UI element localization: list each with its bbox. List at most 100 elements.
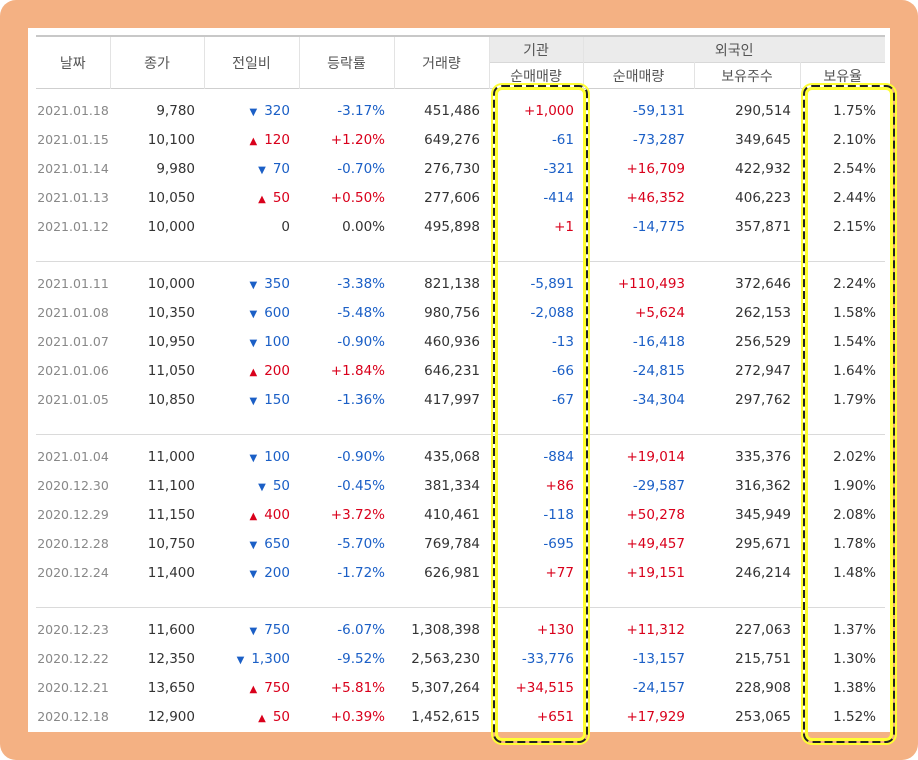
change-cell: ▼ 650 xyxy=(204,529,299,558)
foreign-net-cell: -16,418 xyxy=(632,333,685,350)
holdings-cell: 349,645 xyxy=(735,131,791,148)
change-value: 100 xyxy=(264,448,290,465)
rate-cell: -9.52% xyxy=(337,650,385,667)
change-value: 0 xyxy=(281,218,290,235)
rate-cell: -0.90% xyxy=(337,448,385,465)
table-row: 2020.12.18 12,900 ▲ 50 +0.39% 1,452,615 +651 +1… xyxy=(36,702,885,731)
ratio-cell: 2.10% xyxy=(833,131,876,148)
change-cell: ▲ 120 xyxy=(204,125,299,154)
ratio-cell: 1.78% xyxy=(833,535,876,552)
header-rate: 등락률 xyxy=(299,36,395,89)
rate-cell: +0.39% xyxy=(330,708,385,725)
change-value: 50 xyxy=(272,477,290,494)
institution-net-cell: -61 xyxy=(551,131,574,148)
volume-cell: 276,730 xyxy=(424,160,480,177)
volume-cell: 277,606 xyxy=(424,189,480,206)
institution-net-cell: -33,776 xyxy=(521,650,574,667)
table-row: 2021.01.08 10,350 ▼ 600 -5.48% 980,756 -2,088 +… xyxy=(36,298,885,327)
triangle-down-icon: ▼ xyxy=(249,452,258,464)
volume-cell: 435,068 xyxy=(424,448,480,465)
rate-cell: -1.72% xyxy=(337,564,385,581)
table-row: 2021.01.05 10,850 ▼ 150 -1.36% 417,997 -67 -34,… xyxy=(36,385,885,414)
change-cell: ▼ 100 xyxy=(204,442,299,471)
institution-net-cell: -118 xyxy=(543,506,574,523)
holdings-cell: 235,136 xyxy=(694,731,800,732)
change-value: 750 xyxy=(264,621,290,638)
volume-cell: 495,898 xyxy=(424,218,480,235)
change-cell: ▼ 200 xyxy=(204,558,299,587)
institution-highlight-box xyxy=(493,85,588,743)
table-row: 2020.12.24 11,400 ▼ 200 -1.72% 626,981 +77 +19,… xyxy=(36,558,885,587)
date-cell: 2021.01.07 xyxy=(37,334,109,349)
close-cell: 11,400 xyxy=(147,564,195,581)
foreign-net-cell: +50,278 xyxy=(626,506,685,523)
triangle-down-icon: ▼ xyxy=(249,539,258,551)
table-row: 2020.12.1712,850▼400-3.02%1,834,552-11,7… xyxy=(36,731,885,732)
table-row: 2020.12.23 11,600 ▼ 750 -6.07% 1,308,398 +130 +… xyxy=(36,615,885,644)
change-value: 750 xyxy=(264,679,290,696)
foreign-net-cell: +46,352 xyxy=(626,189,685,206)
institution-net-cell: +1 xyxy=(554,218,574,235)
ratio-highlight-box xyxy=(803,85,895,743)
table-row: 2021.01.15 10,100 ▲ 120 +1.20% 649,276 -61 -73,… xyxy=(36,125,885,154)
date-cell: 2021.01.05 xyxy=(37,392,109,407)
change-cell: 0 xyxy=(204,212,299,241)
table-row: 2020.12.29 11,150 ▲ 400 +3.72% 410,461 -118 +50… xyxy=(36,500,885,529)
institution-net-cell: +651 xyxy=(536,708,574,725)
foreign-net-cell: +17,929 xyxy=(626,708,685,725)
header-ratio: 보유율 xyxy=(800,62,885,89)
volume-cell: 646,231 xyxy=(424,362,480,379)
date-cell: 2021.01.13 xyxy=(37,190,109,205)
change-cell: ▼ 70 xyxy=(204,154,299,183)
change-cell: ▼ 100 xyxy=(204,327,299,356)
change-cell: ▼ 600 xyxy=(204,298,299,327)
close-cell: 13,650 xyxy=(147,679,195,696)
holdings-cell: 246,214 xyxy=(735,564,791,581)
volume-cell: 410,461 xyxy=(424,506,480,523)
volume-cell: 821,138 xyxy=(424,275,480,292)
institution-net-cell: +34,515 xyxy=(515,679,574,696)
table-row: 2021.01.07 10,950 ▼ 100 -0.90% 460,936 -13 -16,… xyxy=(36,327,885,356)
date-cell: 2021.01.18 xyxy=(37,103,109,118)
change-value: 100 xyxy=(264,333,290,350)
volume-cell: 460,936 xyxy=(424,333,480,350)
rate-cell: -3.02% xyxy=(299,731,394,732)
holdings-cell: 227,063 xyxy=(735,621,791,638)
triangle-up-icon: ▲ xyxy=(258,193,266,205)
date-cell: 2020.12.28 xyxy=(37,536,109,551)
triangle-down-icon: ▼ xyxy=(249,395,258,407)
header-holdings: 보유주수 xyxy=(694,62,801,89)
date-cell: 2021.01.04 xyxy=(37,449,109,464)
triangle-down-icon: ▼ xyxy=(249,279,258,291)
date-cell: 2020.12.22 xyxy=(37,651,109,666)
change-cell: ▼ 150 xyxy=(204,385,299,414)
change-cell: ▼ 1,300 xyxy=(204,644,299,673)
holdings-cell: 253,065 xyxy=(735,708,791,725)
close-cell: 9,980 xyxy=(156,160,195,177)
date-cell: 2020.12.21 xyxy=(37,680,109,695)
holdings-cell: 290,514 xyxy=(735,102,791,119)
rate-cell: 0.00% xyxy=(342,218,385,235)
close-cell: 12,350 xyxy=(147,650,195,667)
date-cell: 2021.01.11 xyxy=(37,276,109,291)
foreign-net-cell: +16,709 xyxy=(626,160,685,177)
institution-net-cell: +77 xyxy=(545,564,575,581)
holdings-cell: 295,671 xyxy=(735,535,791,552)
rate-cell: -3.38% xyxy=(337,275,385,292)
ratio-cell: 2.44% xyxy=(833,189,876,206)
volume-cell: 451,486 xyxy=(424,102,480,119)
close-cell: 10,950 xyxy=(147,333,195,350)
ratio-cell: 1.52% xyxy=(833,708,876,725)
volume-cell: 381,334 xyxy=(424,477,480,494)
table-row: 2020.12.30 11,100 ▼ 50 -0.45% 381,334 +86 -29,5… xyxy=(36,471,885,500)
institution-net-cell: +86 xyxy=(545,477,575,494)
foreign-net-cell: -13,157 xyxy=(632,650,685,667)
institution-net-cell: -66 xyxy=(551,362,574,379)
header-volume: 거래량 xyxy=(394,36,490,89)
change-cell: ▼ 750 xyxy=(204,615,299,644)
foreign-net-cell: -34,304 xyxy=(632,391,685,408)
foreign-net-cell: +19,014 xyxy=(626,448,685,465)
change-value: 120 xyxy=(264,131,290,148)
volume-cell: 649,276 xyxy=(424,131,480,148)
foreign-net-cell: -73,287 xyxy=(632,131,685,148)
